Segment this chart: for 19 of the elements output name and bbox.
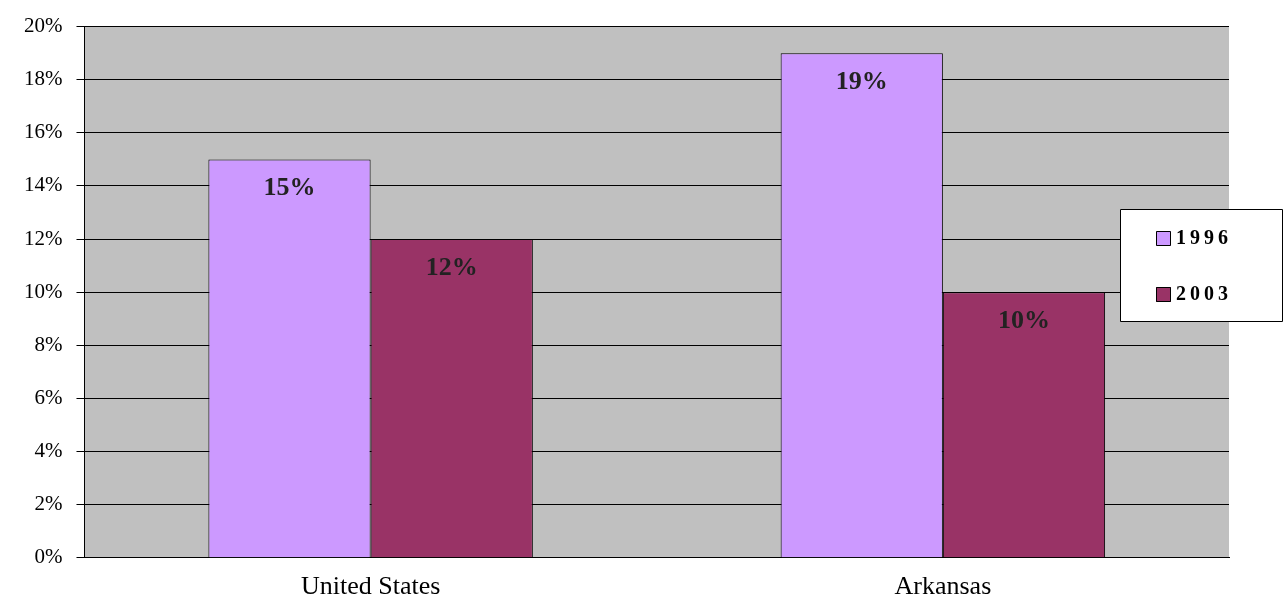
y-tick-label: 2% — [34, 491, 63, 516]
y-tick-label: 12% — [23, 225, 63, 250]
y-tick-label: 14% — [23, 172, 63, 197]
y-tick-label: 6% — [34, 384, 63, 409]
y-tick-label: 8% — [34, 331, 63, 356]
y-tick-label: 18% — [23, 66, 63, 91]
legend-label: 1996 — [1176, 226, 1232, 249]
data-label: 12% — [425, 251, 478, 281]
data-label: 10% — [997, 304, 1050, 334]
data-label: 19% — [835, 65, 888, 95]
legend-label: 2003 — [1176, 282, 1232, 305]
data-label: 15% — [263, 172, 316, 202]
x-tick-label: United States — [300, 571, 441, 601]
y-tick-label: 20% — [23, 13, 63, 38]
x-tick-label: Arkansas — [894, 571, 992, 601]
y-tick-label: 0% — [34, 544, 63, 569]
y-tick-label: 10% — [23, 278, 63, 303]
y-tick-label: 16% — [23, 119, 63, 144]
y-tick-label: 4% — [34, 438, 63, 463]
